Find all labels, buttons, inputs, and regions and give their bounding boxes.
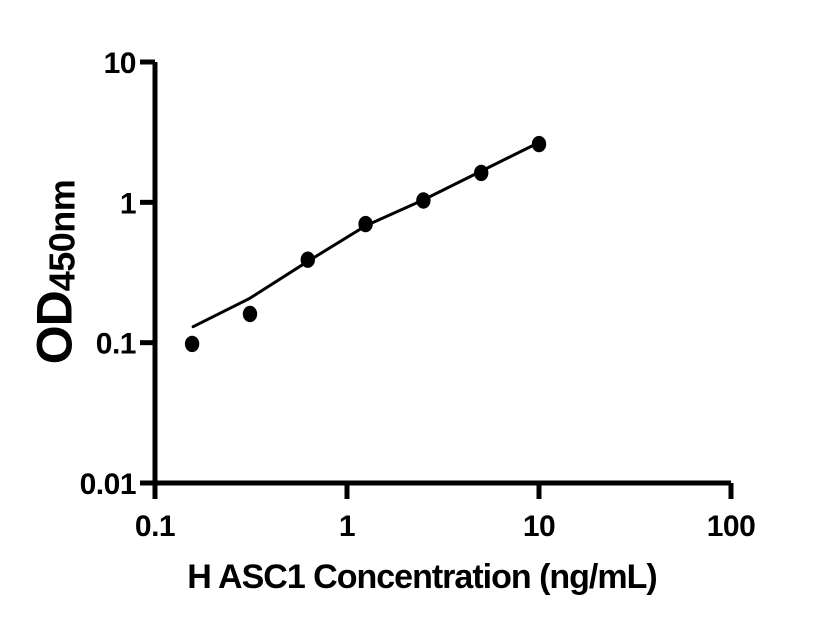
y-tick-label: 10 [104,47,136,80]
data-point [416,192,431,209]
y-axis-label: OD450nm [26,179,83,365]
y-tick-label: 0.01 [80,468,136,501]
axis-spines [152,62,731,486]
x-tick-label: 1 [339,510,355,543]
data-point [184,335,200,353]
data-point [358,215,373,233]
x-tick-label: 0.1 [135,510,175,543]
x-tick-label: 10 [523,510,555,543]
y-axis-label-subscript: 450nm [41,179,83,292]
x-axis-label: H ASC1 Concentration (ng/mL) [187,558,657,596]
y-tick-label: 0.1 [96,328,136,361]
data-point [300,251,315,268]
data-point [531,135,547,153]
x-tick-label: 100 [707,510,756,543]
data-point [474,164,489,182]
y-axis-label-main: OD [26,291,83,365]
data-point [242,305,258,323]
y-tick-label: 1 [120,187,136,220]
